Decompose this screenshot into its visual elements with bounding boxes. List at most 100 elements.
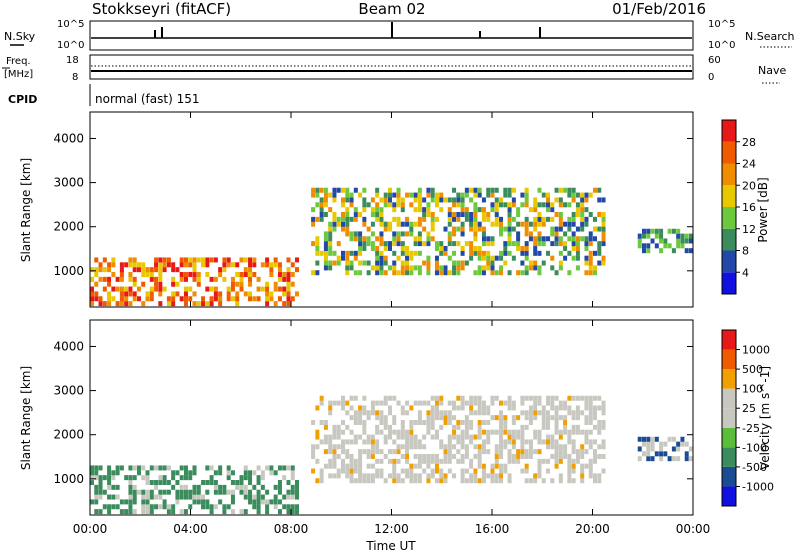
- range-cell: [345, 226, 350, 232]
- range-cell: [282, 301, 287, 307]
- range-cell: [486, 405, 491, 411]
- range-cell: [588, 468, 593, 474]
- range-cell: [265, 257, 270, 263]
- range-cell: [218, 291, 223, 297]
- range-cell: [469, 458, 474, 464]
- range-cell: [392, 216, 397, 222]
- range-cell: [430, 212, 435, 217]
- range-cell: [400, 453, 405, 459]
- range-cell: [387, 449, 392, 455]
- range-cell: [447, 458, 452, 464]
- range-cell: [524, 478, 529, 484]
- range-cell: [277, 499, 282, 505]
- range-cell: [554, 236, 559, 242]
- range-cell: [447, 212, 452, 217]
- range-cell: [558, 216, 563, 222]
- range-cell: [328, 207, 333, 213]
- range-cell: [379, 420, 384, 425]
- range-cell: [528, 231, 533, 237]
- range-cell: [311, 420, 316, 425]
- range-cell: [537, 473, 542, 479]
- range-cell: [575, 424, 580, 430]
- range-cell: [477, 400, 482, 406]
- range-cell: [340, 439, 345, 445]
- range-cell: [597, 405, 602, 411]
- range-cell: [434, 255, 439, 261]
- range-cell: [575, 458, 580, 464]
- range-cell: [473, 216, 478, 222]
- range-cell: [102, 489, 107, 495]
- range-cell: [345, 270, 350, 276]
- range-cell: [243, 470, 248, 476]
- range-cell: [370, 463, 375, 469]
- range-cell: [358, 236, 363, 242]
- range-cell: [154, 267, 159, 273]
- range-cell: [405, 429, 410, 435]
- range-cell: [558, 405, 563, 411]
- range-cell: [417, 458, 422, 464]
- range-cell: [188, 257, 193, 263]
- range-cell: [273, 504, 278, 510]
- range-cell: [205, 480, 210, 485]
- range-cell: [349, 250, 354, 256]
- range-cell: [311, 241, 316, 247]
- range-cell: [584, 420, 589, 425]
- range-cell: [417, 231, 422, 237]
- range-cell: [494, 429, 499, 435]
- range-cell: [205, 257, 210, 263]
- range-cell: [328, 265, 333, 271]
- range-cell: [554, 212, 559, 217]
- range-cell: [473, 473, 478, 479]
- range-cell: [684, 233, 689, 239]
- colorbar-tick-label: 1000: [742, 344, 770, 357]
- range-cell: [571, 444, 576, 450]
- range-cell: [248, 281, 253, 287]
- range-cell: [269, 470, 274, 476]
- range-cell: [567, 405, 572, 411]
- range-cell: [426, 231, 431, 237]
- range-cell: [481, 212, 486, 217]
- range-cell: [323, 434, 328, 440]
- range-cell: [477, 453, 482, 459]
- range-cell: [426, 410, 431, 416]
- range-cell: [439, 270, 444, 276]
- range-cell: [396, 449, 401, 455]
- range-cell: [456, 216, 461, 222]
- range-cell: [345, 463, 350, 469]
- range-cell: [400, 221, 405, 227]
- range-cell: [353, 255, 358, 261]
- range-cell: [336, 221, 341, 227]
- range-cell: [575, 192, 580, 198]
- range-cell: [490, 400, 495, 406]
- range-cell: [323, 187, 328, 193]
- range-cell: [641, 441, 646, 447]
- range-cell: [460, 231, 465, 237]
- range-cell: [567, 187, 572, 193]
- range-cell: [196, 499, 201, 505]
- range-cell: [90, 475, 94, 481]
- range-cell: [201, 262, 206, 268]
- range-cell: [477, 265, 482, 271]
- range-cell: [541, 424, 546, 430]
- range-cell: [426, 478, 431, 484]
- range-cell: [282, 494, 287, 500]
- range-cell: [277, 267, 282, 273]
- range-cell: [554, 226, 559, 232]
- range-cell: [516, 221, 521, 227]
- range-cell: [409, 405, 414, 411]
- range-cell: [443, 473, 448, 479]
- range-cell: [336, 444, 341, 450]
- range-cell: [387, 429, 392, 435]
- range-cell: [494, 216, 499, 222]
- range-cell: [319, 202, 324, 208]
- range-cell: [362, 202, 367, 208]
- range-cell: [524, 255, 529, 261]
- range-cell: [252, 296, 257, 302]
- range-cell: [392, 468, 397, 474]
- range-cell: [213, 276, 218, 282]
- range-cell: [183, 276, 188, 282]
- range-cell: [464, 420, 469, 425]
- range-cell: [179, 465, 184, 471]
- range-cell: [443, 245, 448, 251]
- range-cell: [650, 441, 655, 447]
